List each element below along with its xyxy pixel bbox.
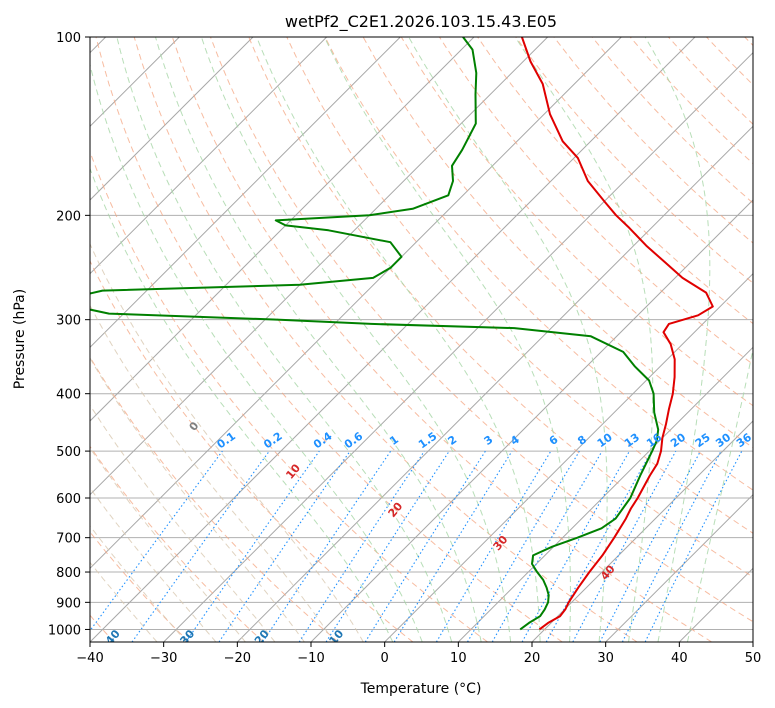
y-tick-label: 800 [56, 566, 81, 581]
isotherm-line [457, 346, 753, 642]
temperature-line [520, 37, 714, 631]
moist-adiabat-line [90, 525, 187, 642]
plot-area: -100-90-80-70-60-50-40-30-20-10010203040… [90, 37, 754, 642]
y-tick-label: 400 [56, 388, 81, 403]
moist-adiabat-line [90, 447, 246, 642]
isotherm-line [90, 37, 475, 422]
moist-adiabat-line [90, 167, 394, 642]
moist-adiabat-line [90, 357, 305, 642]
mixing-ratio-label: 36 [734, 431, 754, 451]
isotherm-line [163, 51, 753, 642]
profile-series [90, 37, 714, 631]
x-tick-label: 50 [745, 651, 762, 666]
moist-adiabat-line [644, 37, 711, 642]
dry-adiabat-line [324, 37, 753, 491]
moist-adiabat-line [256, 37, 541, 642]
x-tick-label: 20 [524, 651, 541, 666]
y-tick-label: 300 [56, 314, 81, 329]
moist-adiabat-line [200, 37, 512, 642]
y-axis-ticks: 100 200 300 400 500 600 700 800 900 1000 [48, 31, 90, 638]
moist-adiabat-line [155, 37, 482, 642]
moist-adiabat-line [90, 487, 217, 642]
y-axis-title: Pressure (hPa) [12, 289, 28, 389]
y-tick-label: 1000 [48, 623, 81, 638]
moist-adiabat-lines [90, 37, 753, 642]
isotherm-line [531, 420, 753, 642]
dry-adiabat-line [515, 37, 753, 284]
isotherm-line [90, 37, 328, 275]
dry-adiabat-line [133, 37, 638, 642]
y-tick-label: 100 [56, 31, 81, 46]
x-tick-label: 10 [450, 651, 467, 666]
moist-adiabat-line [90, 304, 335, 642]
isotherm-line [384, 272, 753, 642]
dry-adiabat-line [90, 259, 414, 642]
moist-adiabat-line [408, 37, 608, 642]
chart-title: wetPf2_C2E1.2026.103.15.43.E05 [285, 12, 557, 32]
y-tick-label: 200 [56, 209, 81, 224]
dry-adiabat-line [90, 356, 339, 642]
mixing-ratio-line [262, 450, 392, 642]
x-axis-title: Temperature (°C) [360, 681, 482, 697]
x-tick-label: −10 [297, 651, 324, 666]
mixing-ratio-line [90, 450, 223, 632]
mixing-ratio-line [545, 450, 653, 642]
mixing-ratio-line [393, 450, 513, 642]
dry-adiabat-line [90, 445, 264, 642]
x-tick-label: −40 [76, 651, 103, 666]
dry-adiabat-line [286, 37, 753, 534]
mixing-ratio-line [298, 450, 425, 642]
dry-adiabat-line [171, 37, 712, 642]
x-tick-label: 40 [671, 651, 688, 666]
dry-adiabat-line [248, 37, 753, 578]
x-tick-label: 30 [597, 651, 614, 666]
moist-adiabat-line [90, 62, 423, 642]
isotherm-line [90, 37, 622, 570]
mixing-ratio-line [131, 450, 270, 642]
pressure-gridlines [90, 37, 753, 630]
dry-adiabat-line [210, 37, 753, 623]
isotherm-line [90, 37, 549, 496]
plot-frame [89, 36, 754, 643]
y-tick-label: 900 [56, 596, 81, 611]
isotherm-line [90, 37, 254, 201]
isotherm-line [90, 37, 401, 349]
moist-adiabat-line [514, 37, 654, 642]
isotherm-line [605, 493, 753, 642]
moist-adiabat-line [90, 561, 158, 642]
mixing-ratio-line [572, 450, 677, 642]
x-tick-label: −30 [150, 651, 177, 666]
y-tick-label: 700 [56, 532, 81, 547]
mixing-ratio-line [521, 450, 630, 642]
moist-adiabat-line [686, 347, 753, 642]
mixing-ratio-line [218, 450, 351, 642]
mixing-ratio-line [325, 450, 450, 642]
dewpoint-line [90, 37, 660, 631]
mixing-ratio-line [185, 450, 320, 642]
moist-adiabat-line [90, 404, 276, 642]
x-axis-ticks: −40 −30 −20 −10 0 10 20 30 40 50 [76, 642, 761, 666]
y-tick-label: 600 [56, 492, 81, 507]
moist-adiabat-line [90, 242, 364, 642]
x-tick-label: −20 [224, 651, 251, 666]
x-tick-label: 0 [381, 651, 389, 666]
y-tick-label: 500 [56, 445, 81, 460]
moist-adiabat-line [116, 37, 453, 642]
mixing-ratio-lines [90, 450, 743, 642]
mixing-ratio-line [644, 450, 743, 642]
isotherm-line [236, 125, 753, 642]
